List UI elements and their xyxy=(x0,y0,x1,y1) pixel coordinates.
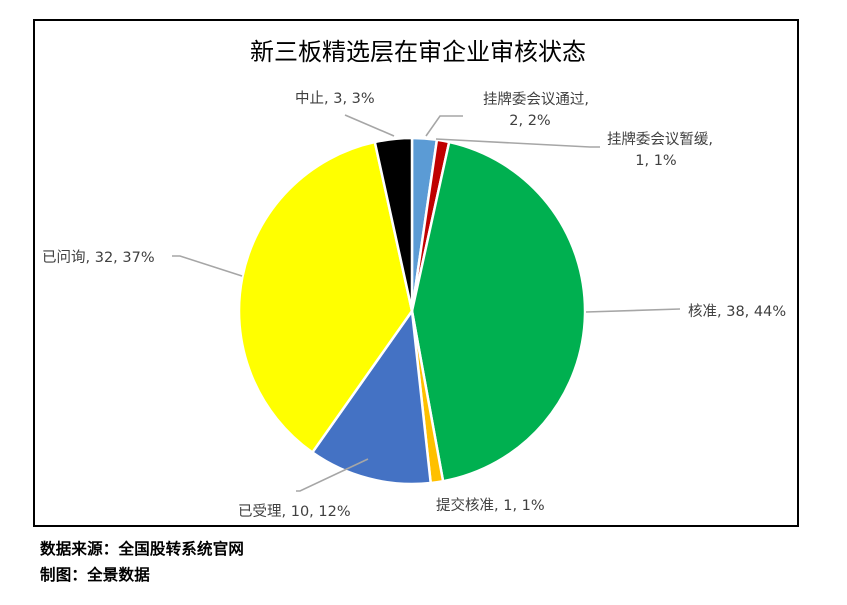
leader-line-1 xyxy=(435,138,600,148)
pie-slice-2 xyxy=(410,140,587,483)
pie-slice-4 xyxy=(311,309,432,486)
data-label-approved: 核准, 38, 44% xyxy=(688,303,786,320)
leader-line-0 xyxy=(425,115,463,137)
data-source-note: 数据来源：全国股转系统官网 xyxy=(40,540,245,558)
data-label-postponed-meeting-value: 1, 1% xyxy=(635,153,676,169)
data-label-submitted: 提交核准, 1, 1% xyxy=(436,496,545,514)
pie-slice-5 xyxy=(237,140,414,454)
leader-line-5 xyxy=(344,114,395,137)
data-label-approved-meeting-value: 2, 2% xyxy=(509,113,550,129)
pie-slices xyxy=(237,136,587,486)
leader-lines xyxy=(172,114,681,492)
chart-title: 新三板精选层在审企业审核状态 xyxy=(250,38,586,66)
chart-maker-note: 制图：全景数据 xyxy=(40,566,150,584)
data-label-accepted: 已受理, 10, 12% xyxy=(238,503,351,520)
leader-line-3 xyxy=(296,458,369,492)
data-label-approved-meeting: 挂牌委会议通过, xyxy=(483,91,589,108)
data-labels: 挂牌委会议通过, 2, 2% 挂牌委会议暂缓, 1, 1% 核准, 38, 44… xyxy=(42,90,786,520)
leader-line-2 xyxy=(585,308,681,313)
leader-line-4 xyxy=(172,255,243,277)
data-label-inquired: 已问询, 32, 37% xyxy=(42,249,155,266)
pie-slice-6 xyxy=(373,136,414,313)
data-label-suspended: 中止, 3, 3% xyxy=(295,90,375,107)
data-label-postponed-meeting: 挂牌委会议暂缓, xyxy=(607,131,713,148)
